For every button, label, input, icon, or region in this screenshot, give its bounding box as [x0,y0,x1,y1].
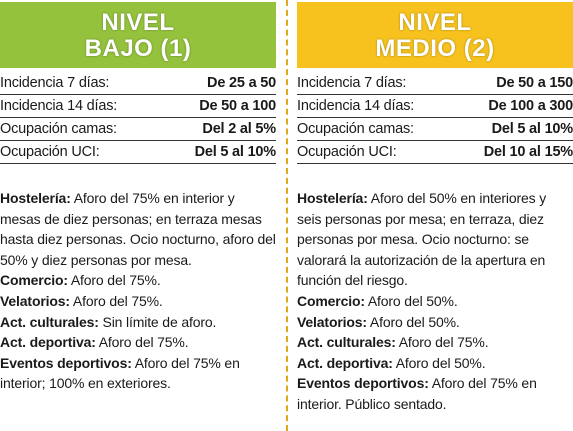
indicator-row: Incidencia 14 días: De 100 a 300 [297,95,573,118]
divider [286,0,288,431]
indicator-row: Ocupación UCI: Del 5 al 10% [0,141,276,164]
measure-text: Aforo del 75%. [398,334,489,351]
measure-text: Aforo del 50%. [369,313,460,330]
measure-text: Aforo del 50%. [395,354,486,371]
measure-text: Aforo del 75% en interior. Público senta… [297,375,537,412]
measure-label: Comercio: [297,292,365,309]
measure-label: Hostelería: [297,190,368,206]
level-column: NIVEL BAJO (1) Incidencia 7 días: De 25 a 5… [0,2,276,394]
measure: Comercio: Aforo del 75%. [0,270,276,291]
indicator-label: Incidencia 7 días: [0,75,110,91]
measure-text: Aforo del 75% en interior; 100% en exter… [0,354,240,392]
indicator-table: Incidencia 7 días: De 50 a 150 Incidencia … [297,72,573,164]
header-line: NIVEL [101,9,175,36]
header-line: BAJO (1) [84,35,192,62]
indicator-label: Incidencia 14 días: [297,98,415,114]
indicator-value: Del 5 al 10% [194,144,277,160]
indicator-value: De 50 a 150 [496,75,573,91]
indicator-row: Ocupación UCI: Del 10 al 15% [297,141,573,164]
measure: Act. culturales: Aforo del 75%. [297,332,573,353]
indicator-value: De 25 a 50 [207,75,276,91]
level-header: NIVEL MEDIO (2) [297,2,573,68]
level-column: NIVEL MEDIO (2) Incidencia 7 días: De 50 a … [297,2,573,415]
header-line: NIVEL [398,9,472,36]
measure-text: Aforo del 75%. [72,292,163,309]
indicator-row: Ocupación camas: Del 2 al 5% [0,118,276,141]
measure-label: Act. deportiva: [297,354,393,371]
indicator-value: De 50 a 100 [199,98,276,114]
indicator-row: Incidencia 7 días: De 50 a 150 [297,72,573,95]
indicator-label: Ocupación camas: [297,121,414,137]
measure: Hostelería: Aforo del 75% en interior y … [0,188,276,270]
measure-text: Aforo del 75%. [70,272,161,289]
measure-text: Aforo del 75% en interior y mesas de die… [0,190,276,268]
measure: Eventos deportivos: Aforo del 75% en int… [297,373,573,414]
measure-text: Aforo del 75%. [98,334,189,351]
measure-label: Act. deportiva: [0,334,96,351]
indicator-row: Incidencia 7 días: De 25 a 50 [0,72,276,95]
indicator-table: Incidencia 7 días: De 25 a 50 Incidencia 1… [0,72,276,164]
indicator-label: Ocupación UCI: [0,144,100,160]
indicator-value: Del 10 al 15% [483,144,573,160]
header-line: MEDIO (2) [375,35,495,62]
measure-text: Sin límite de aforo. [102,313,217,330]
level-header: NIVEL BAJO (1) [0,2,276,68]
measure-label: Eventos deportivos: [0,354,132,371]
measure: Act. culturales: Sin límite de aforo. [0,312,276,333]
measure-label: Velatorios: [0,292,70,309]
measure-label: Act. culturales: [297,334,396,351]
measure-text: Aforo del 50% en interiores y seis perso… [297,190,547,289]
indicator-label: Ocupación camas: [0,121,117,137]
measure-label: Velatorios: [297,313,367,330]
measure: Hostelería: Aforo del 50% en interiores … [297,188,573,291]
measure: Act. deportiva: Aforo del 75%. [0,332,276,353]
indicator-row: Ocupación camas: Del 5 al 10% [297,118,573,141]
measure-text: Aforo del 50%. [367,292,458,309]
measure-label: Act. culturales: [0,313,99,330]
measure-label: Hostelería: [0,190,71,206]
measures: Hostelería: Aforo del 75% en interior y … [0,188,276,394]
measure: Comercio: Aforo del 50%. [297,291,573,312]
indicator-row: Incidencia 14 días: De 50 a 100 [0,95,276,118]
measure: Act. deportiva: Aforo del 50%. [297,353,573,374]
indicator-label: Ocupación UCI: [297,144,397,160]
indicator-label: Incidencia 14 días: [0,98,118,114]
indicator-value: De 100 a 300 [488,98,573,114]
measure: Eventos deportivos: Aforo del 75% en int… [0,353,276,394]
measure-label: Comercio: [0,272,68,289]
measures: Hostelería: Aforo del 50% en interiores … [297,188,573,415]
indicator-label: Incidencia 7 días: [297,75,407,91]
indicator-value: Del 5 al 10% [491,121,573,137]
indicator-value: Del 2 al 5% [202,121,276,137]
measure: Velatorios: Aforo del 50%. [297,312,573,333]
measure: Velatorios: Aforo del 75%. [0,291,276,312]
measure-label: Eventos deportivos: [297,375,429,392]
